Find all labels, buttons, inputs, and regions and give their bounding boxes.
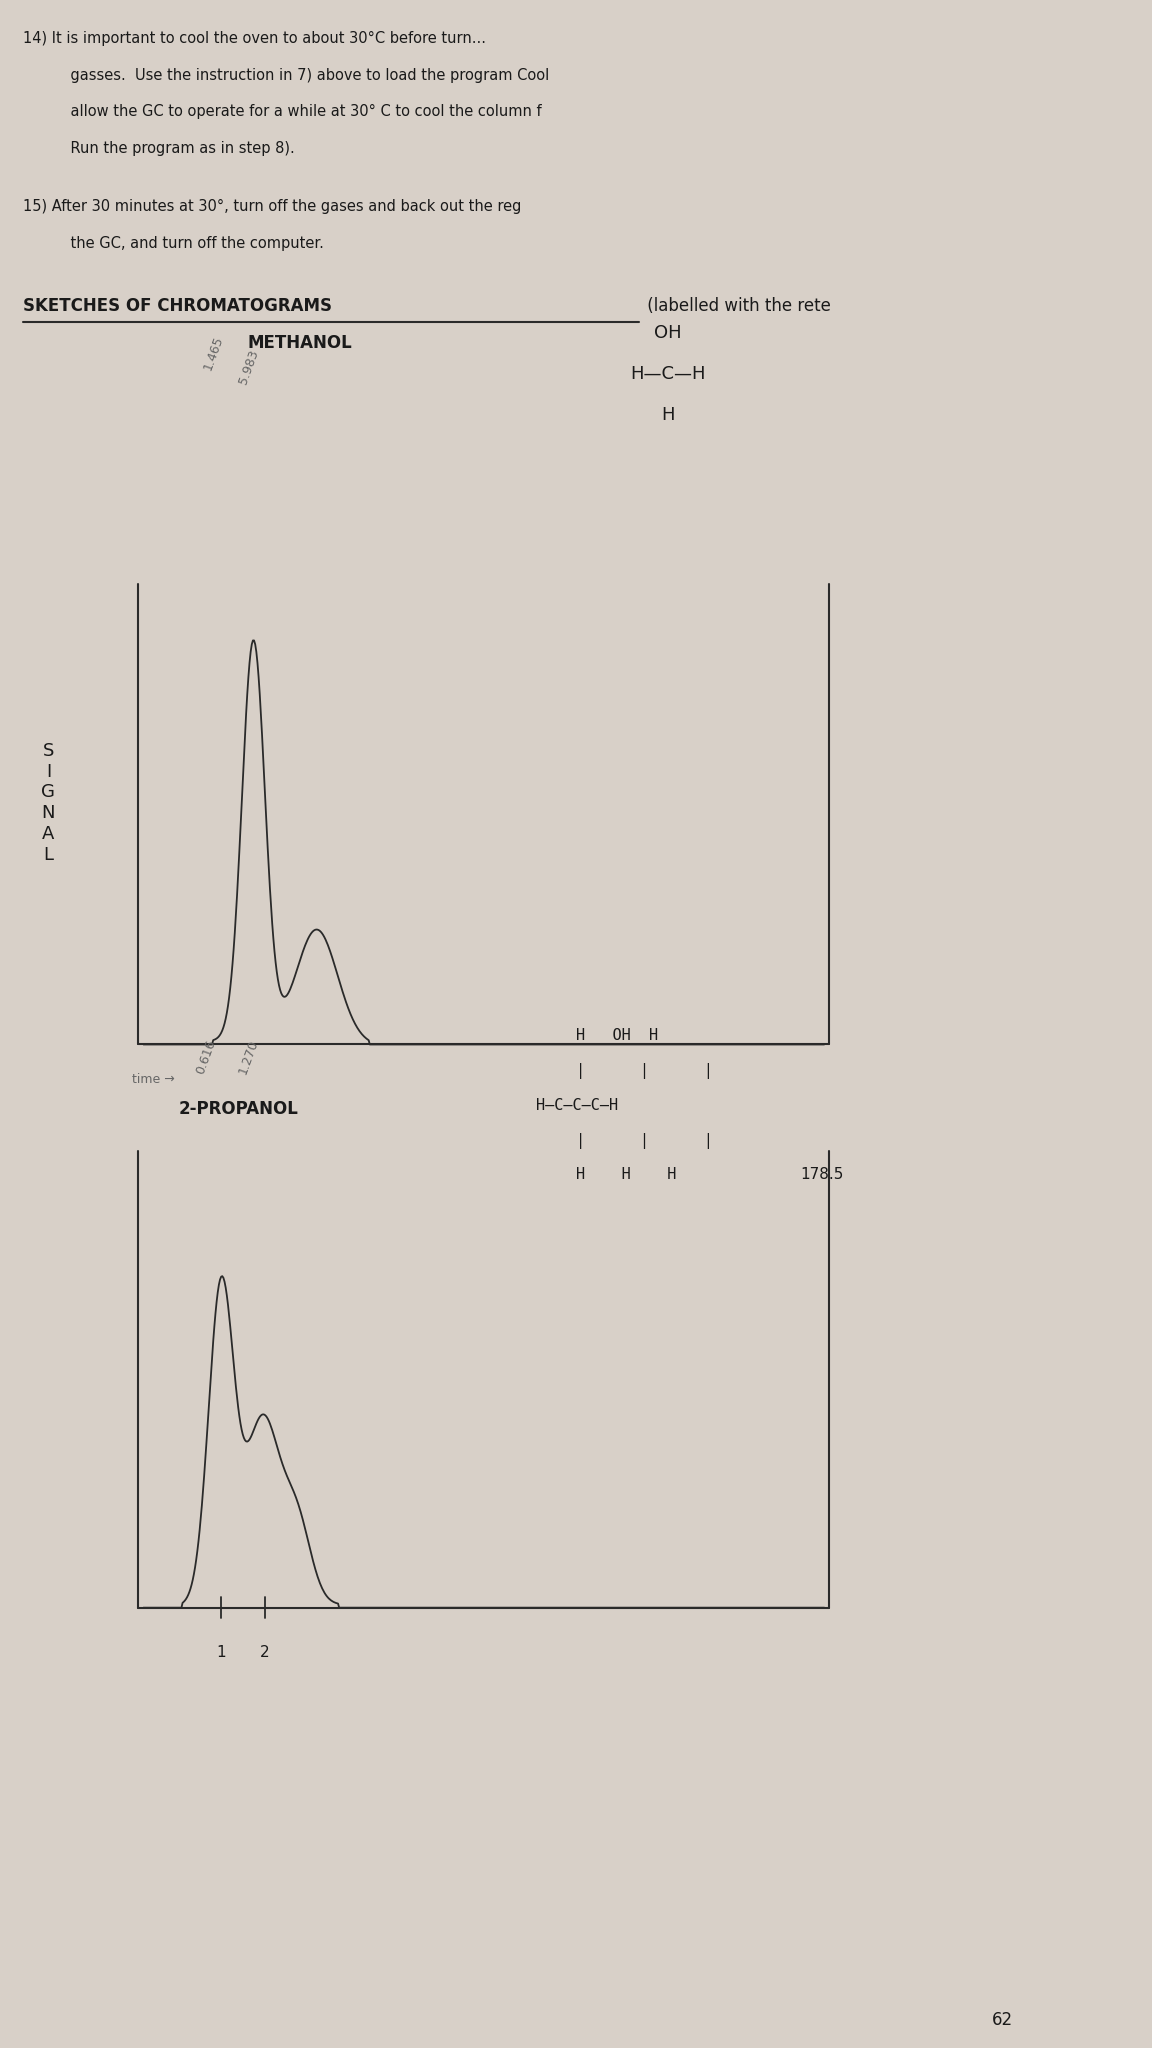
Text: H—C—H: H—C—H xyxy=(630,365,706,383)
Text: SKETCHES OF CHROMATOGRAMS: SKETCHES OF CHROMATOGRAMS xyxy=(23,297,332,315)
Text: 2: 2 xyxy=(260,1645,270,1659)
Text: 1: 1 xyxy=(217,1645,226,1659)
Text: 178.5: 178.5 xyxy=(801,1167,844,1182)
Text: METHANOL: METHANOL xyxy=(248,334,353,352)
Text: 14) It is important to cool the oven to about 30°C before turn...: 14) It is important to cool the oven to … xyxy=(23,31,486,45)
Text: 62: 62 xyxy=(992,2011,1013,2030)
Text: H—C—C—C—H: H—C—C—C—H xyxy=(536,1098,617,1112)
Text: time →: time → xyxy=(132,1073,175,1085)
Text: H    H    H: H H H xyxy=(576,1167,676,1182)
Text: 2-PROPANOL: 2-PROPANOL xyxy=(179,1100,298,1118)
Text: the GC, and turn off the computer.: the GC, and turn off the computer. xyxy=(52,236,324,250)
Text: 1.270: 1.270 xyxy=(236,1038,260,1077)
Text: OH: OH xyxy=(654,324,682,342)
Text: gasses.  Use the instruction in 7) above to load the program Cool: gasses. Use the instruction in 7) above … xyxy=(52,68,550,82)
Text: |      |      |: | | | xyxy=(576,1133,713,1149)
Text: |      |      |: | | | xyxy=(576,1063,713,1079)
Text: allow the GC to operate for a while at 30° C to cool the column f: allow the GC to operate for a while at 3… xyxy=(52,104,541,119)
Text: H: H xyxy=(661,406,675,424)
Text: S
I
G
N
A
L: S I G N A L xyxy=(41,741,55,864)
Text: 15) After 30 minutes at 30°, turn off the gases and back out the reg: 15) After 30 minutes at 30°, turn off th… xyxy=(23,199,522,213)
Text: Run the program as in step 8).: Run the program as in step 8). xyxy=(52,141,295,156)
Text: 0.616: 0.616 xyxy=(194,1038,218,1077)
Text: (labelled with the rete: (labelled with the rete xyxy=(642,297,831,315)
Text: 5.983: 5.983 xyxy=(236,348,260,387)
Text: H   OH  H: H OH H xyxy=(576,1028,658,1042)
Text: 1.465: 1.465 xyxy=(202,334,226,373)
